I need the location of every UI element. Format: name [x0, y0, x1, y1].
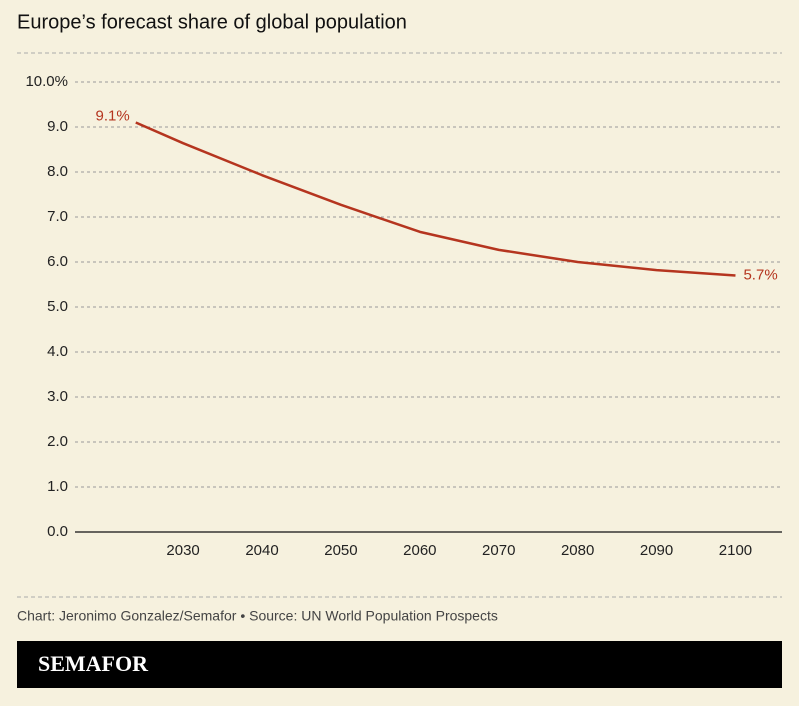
chart-title: Europe’s forecast share of global popula… — [17, 11, 407, 33]
y-tick-label: 6.0 — [47, 253, 68, 270]
x-tick-label: 2030 — [166, 542, 199, 559]
source-note: Chart: Jeronimo Gonzalez/Semafor • Sourc… — [17, 608, 498, 624]
line — [135, 121, 736, 277]
y-tick-label: 0.0 — [47, 523, 68, 540]
y-tick-label: 3.0 — [47, 388, 68, 405]
y-tick-label: 7.0 — [47, 208, 68, 225]
data-label: 5.7% — [743, 266, 777, 283]
y-tick-label: 4.0 — [47, 343, 68, 360]
data-label: 9.1% — [96, 107, 130, 124]
y-tick-label: 5.0 — [47, 298, 68, 315]
y-tick-label: 9.0 — [47, 118, 68, 135]
x-tick-label: 2080 — [561, 542, 594, 559]
x-tick-label: 2090 — [640, 542, 673, 559]
brand-bar — [17, 641, 782, 688]
brand-logo: SEMAFOR — [38, 651, 149, 676]
y-tick-label: 2.0 — [47, 433, 68, 450]
x-tick-label: 2050 — [324, 542, 357, 559]
y-tick-label: 8.0 — [47, 163, 68, 180]
x-tick-label: 2100 — [719, 542, 752, 559]
y-tick-label: 1.0 — [47, 478, 68, 495]
x-tick-label: 2070 — [482, 542, 515, 559]
y-tick-label: 10.0% — [25, 73, 68, 90]
x-tick-label: 2040 — [245, 542, 278, 559]
x-tick-label: 2060 — [403, 542, 436, 559]
